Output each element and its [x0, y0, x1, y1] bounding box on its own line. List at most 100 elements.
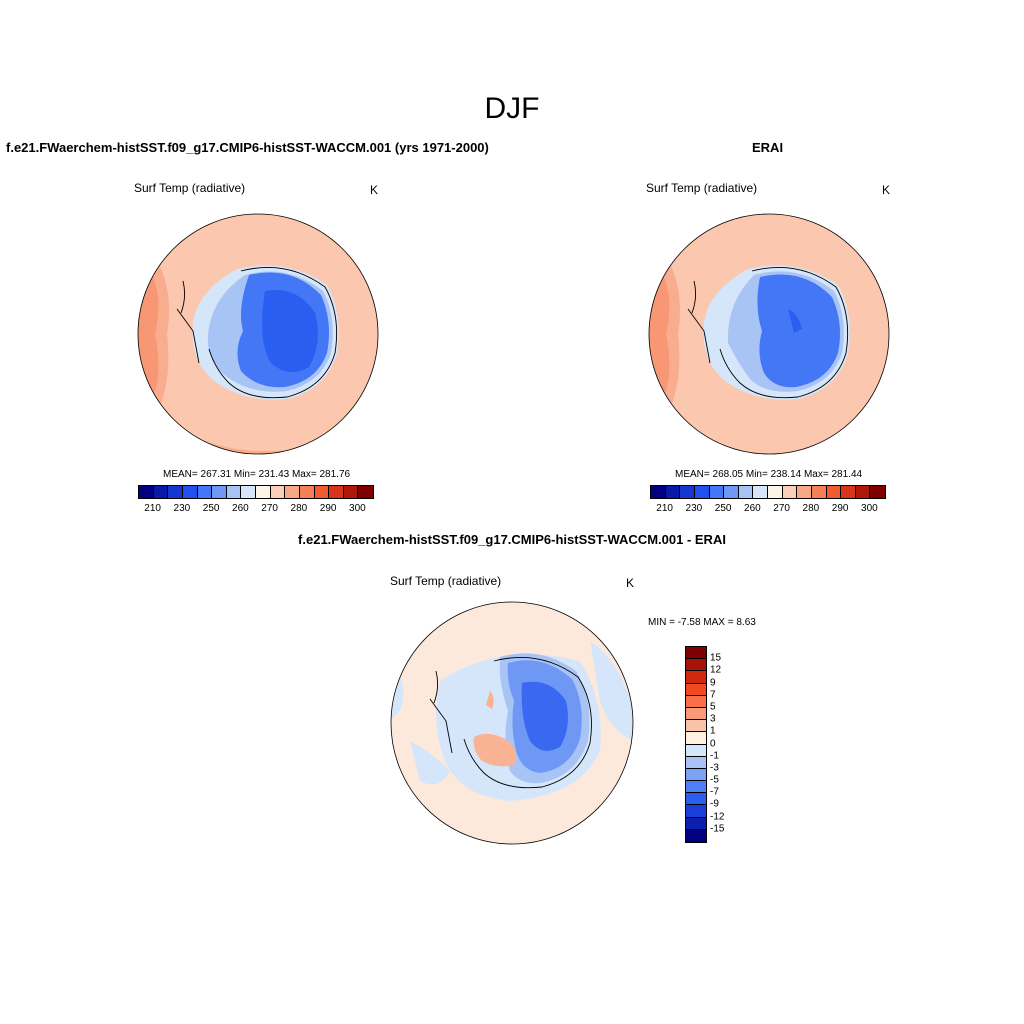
model-colorbar-ticks: 210 230 250 260 270 280 290 300: [138, 503, 374, 515]
diff-colorbar-cell: [686, 756, 706, 769]
model-colorbar-cell: [153, 486, 169, 498]
model-colorbar-cell: [197, 486, 213, 498]
model-colorbar-cell: [241, 486, 256, 498]
obs-colorbar-ticks: 210 230 250 260 270 280 290 300: [650, 503, 886, 515]
diff-colorbar-cell: [686, 647, 706, 660]
model-stats: MEAN= 267.31 Min= 231.43 Max= 281.76: [163, 469, 351, 480]
diff-colorbar-ticks: 15 12 9 7 5 3 1 0 -1 -3 -5 -7 -9 -12 -15: [710, 646, 740, 841]
model-colorbar-cell: [299, 486, 315, 498]
model-polar-map: [137, 213, 379, 455]
diff-colorbar-tick-label: 7: [710, 689, 716, 701]
diff-colorbar-cell: [686, 695, 706, 708]
obs-colorbar-cell: [768, 486, 783, 498]
diff-units-label: K: [626, 576, 635, 590]
diff-colorbar-tick-label: -5: [710, 774, 719, 786]
obs-panel-title: ERAI: [752, 140, 784, 155]
season-title: DJF: [484, 92, 540, 125]
model-colorbar-cell: [329, 486, 344, 498]
diff-colorbar-cell: [686, 805, 706, 818]
diff-colorbar-cell: [686, 829, 706, 842]
obs-colorbar-cell: [651, 486, 666, 498]
obs-colorbar-cell: [665, 486, 681, 498]
obs-colorbar-cell: [855, 486, 871, 498]
model-colorbar-cell: [182, 486, 198, 498]
diff-colorbar-cell: [686, 744, 706, 757]
diff-colorbar-tick-label: -7: [710, 786, 719, 798]
obs-polar-map: [648, 213, 890, 455]
diff-colorbar-tick-label: -15: [710, 823, 725, 835]
diff-colorbar-cell: [686, 671, 706, 684]
obs-colorbar-tick-label: 290: [831, 503, 849, 514]
obs-colorbar: [650, 485, 886, 499]
model-variable-label: Surf Temp (radiative): [134, 181, 246, 195]
diff-colorbar: [685, 646, 707, 843]
model-colorbar-cell: [314, 486, 330, 498]
model-colorbar-tick-label: 230: [173, 503, 191, 514]
obs-colorbar-tick-label: 300: [861, 503, 878, 514]
diff-colorbar-tick-label: 5: [710, 701, 716, 713]
model-panel-title: f.e21.FWaerchem-histSST.f09_g17.CMIP6-hi…: [6, 140, 489, 155]
obs-colorbar-tick-label: 280: [802, 503, 820, 514]
obs-colorbar-cell: [870, 486, 885, 498]
model-colorbar-cell: [256, 486, 271, 498]
model-colorbar-cell: [270, 486, 286, 498]
model-colorbar-cell: [285, 486, 300, 498]
diff-panel-title: f.e21.FWaerchem-histSST.f09_g17.CMIP6-hi…: [298, 532, 726, 547]
obs-colorbar-cell: [694, 486, 710, 498]
model-colorbar-tick-label: 260: [232, 503, 249, 514]
diff-stats: MIN = -7.58 MAX = 8.63: [648, 617, 756, 628]
diff-colorbar-tick-label: -12: [710, 811, 725, 823]
obs-variable-label: Surf Temp (radiative): [646, 181, 758, 195]
model-colorbar-cell: [168, 486, 183, 498]
diff-variable-label: Surf Temp (radiative): [390, 574, 502, 588]
diff-colorbar-tick-label: -9: [710, 798, 719, 810]
diff-colorbar-cell: [686, 817, 706, 830]
diff-colorbar-tick-label: 15: [710, 652, 722, 664]
model-colorbar-cell: [139, 486, 154, 498]
diff-colorbar-cell: [686, 683, 706, 696]
obs-colorbar-tick-label: 250: [714, 503, 732, 514]
diff-colorbar-cell: [686, 781, 706, 794]
model-colorbar-tick-label: 290: [319, 503, 337, 514]
model-colorbar-tick-label: 250: [202, 503, 220, 514]
diff-colorbar-tick-label: 12: [710, 664, 722, 676]
obs-colorbar-cell: [782, 486, 798, 498]
obs-colorbar-tick-label: 270: [773, 503, 790, 514]
model-colorbar: [138, 485, 374, 499]
model-colorbar-cell: [358, 486, 373, 498]
diff-colorbar-tick-label: -3: [710, 762, 719, 774]
model-colorbar-tick-label: 280: [290, 503, 308, 514]
model-colorbar-cell: [212, 486, 227, 498]
obs-colorbar-tick-label: 210: [656, 503, 673, 514]
diff-colorbar-tick-label: 1: [710, 725, 716, 737]
obs-stats: MEAN= 268.05 Min= 238.14 Max= 281.44: [675, 469, 863, 480]
diff-colorbar-cell: [686, 707, 706, 721]
model-colorbar-cell: [343, 486, 359, 498]
obs-colorbar-cell: [753, 486, 768, 498]
obs-colorbar-cell: [797, 486, 812, 498]
obs-colorbar-cell: [680, 486, 695, 498]
model-colorbar-tick-label: 300: [349, 503, 366, 514]
model-units-label: K: [370, 183, 379, 197]
diff-colorbar-cell: [686, 732, 706, 745]
obs-colorbar-cell: [841, 486, 856, 498]
obs-colorbar-tick-label: 230: [685, 503, 703, 514]
model-colorbar-tick-label: 210: [144, 503, 161, 514]
obs-colorbar-cell: [724, 486, 739, 498]
diff-colorbar-cell: [686, 659, 706, 672]
diff-colorbar-cell: [686, 793, 706, 806]
diff-colorbar-tick-label: 9: [710, 677, 716, 689]
obs-colorbar-tick-label: 260: [744, 503, 761, 514]
model-colorbar-tick-label: 270: [261, 503, 278, 514]
diff-colorbar-cell: [686, 720, 706, 733]
obs-colorbar-cell: [709, 486, 725, 498]
obs-colorbar-cell: [826, 486, 842, 498]
diff-colorbar-tick-label: -1: [710, 750, 719, 762]
diff-polar-map: [390, 601, 634, 845]
diff-colorbar-cell: [686, 768, 706, 782]
obs-colorbar-cell: [738, 486, 754, 498]
obs-units-label: K: [882, 183, 891, 197]
model-colorbar-cell: [226, 486, 242, 498]
diff-colorbar-tick-label: 0: [710, 738, 716, 749]
diff-colorbar-tick-label: 3: [710, 713, 716, 725]
